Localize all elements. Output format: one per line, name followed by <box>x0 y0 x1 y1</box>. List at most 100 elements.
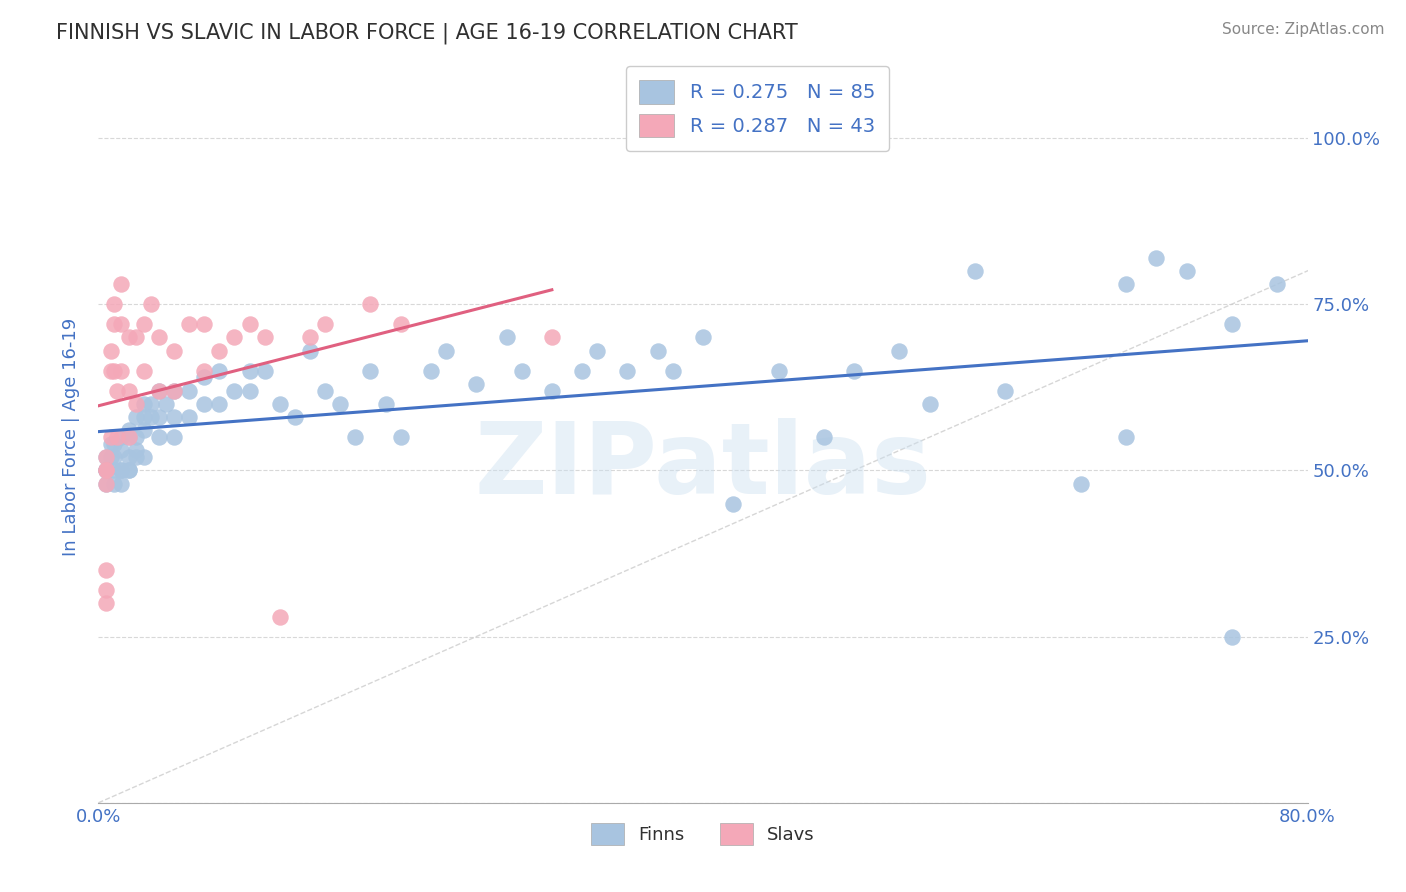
Point <box>495 330 517 344</box>
Point <box>465 376 488 391</box>
Point <box>125 410 148 425</box>
Point <box>1267 277 1289 292</box>
Point <box>994 384 1017 398</box>
Point <box>100 436 122 450</box>
Point <box>434 343 457 358</box>
Point <box>239 317 262 331</box>
Point <box>118 330 141 344</box>
Point <box>125 430 148 444</box>
Point <box>1220 630 1243 644</box>
Point <box>360 297 382 311</box>
Point <box>132 450 155 464</box>
Point <box>193 363 215 377</box>
Point <box>813 430 835 444</box>
Point <box>1115 430 1137 444</box>
Point <box>94 450 117 464</box>
Point <box>1144 251 1167 265</box>
Point <box>420 363 443 377</box>
Point <box>193 317 215 331</box>
Point <box>110 443 132 458</box>
Point <box>132 424 155 438</box>
Point <box>163 384 186 398</box>
Point <box>148 430 170 444</box>
Point <box>389 430 412 444</box>
Point <box>155 397 177 411</box>
Point <box>344 430 367 444</box>
Point <box>118 430 141 444</box>
Point <box>100 430 122 444</box>
Point <box>163 430 186 444</box>
Point <box>360 363 382 377</box>
Point <box>110 317 132 331</box>
Point <box>105 384 128 398</box>
Point <box>100 450 122 464</box>
Point <box>374 397 396 411</box>
Point <box>253 363 276 377</box>
Point <box>284 410 307 425</box>
Point <box>118 463 141 477</box>
Point <box>918 397 941 411</box>
Y-axis label: In Labor Force | Age 16-19: In Labor Force | Age 16-19 <box>62 318 80 557</box>
Point <box>118 463 141 477</box>
Point <box>105 430 128 444</box>
Point <box>844 363 866 377</box>
Point <box>571 363 593 377</box>
Point <box>125 443 148 458</box>
Point <box>148 384 170 398</box>
Point <box>94 463 117 477</box>
Point <box>616 363 638 377</box>
Point <box>132 397 155 411</box>
Point <box>100 343 122 358</box>
Point <box>1070 476 1092 491</box>
Point <box>208 363 231 377</box>
Point <box>118 384 141 398</box>
Point <box>141 397 163 411</box>
Point <box>132 317 155 331</box>
Point <box>163 384 186 398</box>
Point <box>889 343 911 358</box>
Point <box>94 582 117 597</box>
Text: ZIPatlas: ZIPatlas <box>475 417 931 515</box>
Point <box>1115 277 1137 292</box>
Point <box>110 463 132 477</box>
Point <box>163 343 186 358</box>
Point <box>94 596 117 610</box>
Point <box>141 410 163 425</box>
Point <box>148 410 170 425</box>
Point <box>299 343 322 358</box>
Point <box>269 397 291 411</box>
Point <box>239 384 262 398</box>
Point <box>94 463 117 477</box>
Point <box>110 463 132 477</box>
Point <box>586 343 609 358</box>
Point <box>132 410 155 425</box>
Point <box>103 463 125 477</box>
Point <box>661 363 683 377</box>
Point <box>94 463 117 477</box>
Point <box>148 330 170 344</box>
Point <box>110 476 132 491</box>
Point <box>768 363 790 377</box>
Point <box>118 424 141 438</box>
Point <box>94 450 117 464</box>
Point <box>510 363 533 377</box>
Point <box>299 330 322 344</box>
Point <box>103 450 125 464</box>
Point <box>193 370 215 384</box>
Point <box>314 317 336 331</box>
Point <box>103 476 125 491</box>
Point <box>253 330 276 344</box>
Point <box>103 363 125 377</box>
Point <box>314 384 336 398</box>
Point <box>692 330 714 344</box>
Point <box>1175 264 1198 278</box>
Point <box>132 363 155 377</box>
Point <box>269 609 291 624</box>
Point <box>540 384 562 398</box>
Point <box>224 330 246 344</box>
Point <box>110 430 132 444</box>
Point <box>647 343 669 358</box>
Point <box>94 563 117 577</box>
Point <box>125 397 148 411</box>
Point <box>103 436 125 450</box>
